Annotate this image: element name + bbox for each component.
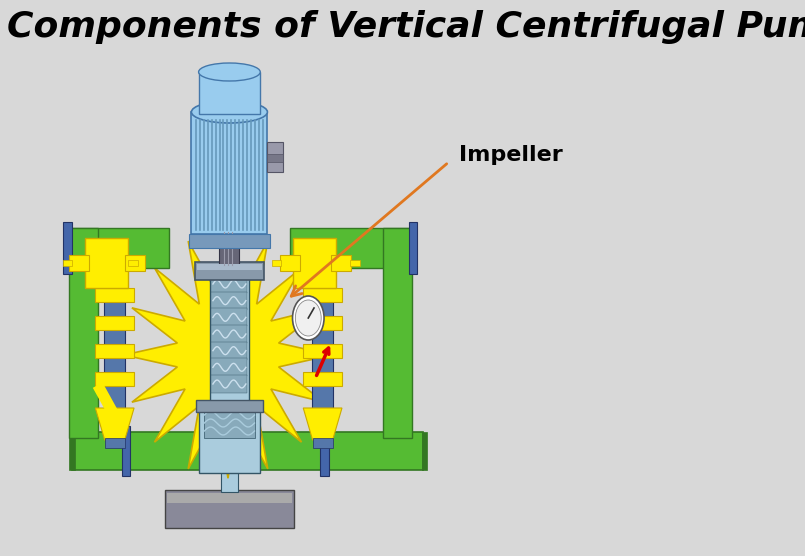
Bar [72, 432, 423, 470]
Bar [192, 112, 267, 234]
Bar [63, 222, 72, 274]
Ellipse shape [199, 63, 260, 81]
Bar [312, 288, 333, 418]
Bar [312, 248, 333, 278]
Bar [122, 426, 130, 476]
Text: Impeller: Impeller [459, 145, 563, 165]
Bar [95, 288, 134, 302]
Bar [195, 262, 264, 280]
Bar [199, 72, 260, 114]
Bar [422, 432, 427, 470]
Bar [320, 426, 329, 476]
Bar [165, 490, 294, 528]
Bar [210, 270, 249, 405]
Bar [303, 344, 342, 358]
Polygon shape [124, 232, 332, 478]
Bar [63, 260, 72, 266]
Bar [95, 316, 134, 330]
Bar [212, 292, 247, 310]
Bar [68, 228, 169, 268]
Bar [272, 260, 281, 266]
Bar [212, 358, 247, 376]
Polygon shape [303, 408, 342, 440]
Bar [104, 288, 126, 418]
Bar [383, 228, 411, 438]
Bar [95, 372, 134, 386]
Bar [292, 238, 336, 288]
Bar [197, 264, 262, 270]
Bar [68, 432, 75, 470]
Bar [312, 438, 332, 448]
Bar [196, 400, 263, 412]
Bar [95, 344, 134, 358]
Bar [279, 255, 299, 271]
Ellipse shape [192, 101, 267, 123]
Bar [212, 309, 247, 326]
Bar [212, 375, 247, 393]
Bar [85, 238, 128, 288]
Bar [350, 260, 360, 266]
Bar [167, 493, 291, 503]
Bar [204, 408, 254, 438]
Bar [267, 142, 283, 172]
Bar [212, 325, 247, 343]
Bar [128, 260, 138, 266]
Bar [212, 342, 247, 360]
Bar [105, 438, 125, 448]
Bar [221, 470, 238, 492]
Bar [200, 405, 259, 473]
Bar [409, 222, 417, 274]
Circle shape [295, 300, 321, 336]
Bar [189, 234, 270, 248]
Bar [303, 316, 342, 330]
Bar [104, 248, 126, 278]
Bar [68, 228, 97, 438]
Bar [212, 275, 247, 293]
Bar [68, 255, 89, 271]
Bar [303, 372, 342, 386]
Bar [290, 228, 411, 268]
Bar [125, 255, 145, 271]
Bar [331, 255, 351, 271]
Polygon shape [95, 408, 134, 440]
Bar [267, 154, 283, 162]
Circle shape [292, 296, 324, 340]
Bar [220, 230, 239, 268]
Text: Components of Vertical Centrifugal Pump: Components of Vertical Centrifugal Pump [7, 10, 805, 44]
Bar [303, 288, 342, 302]
